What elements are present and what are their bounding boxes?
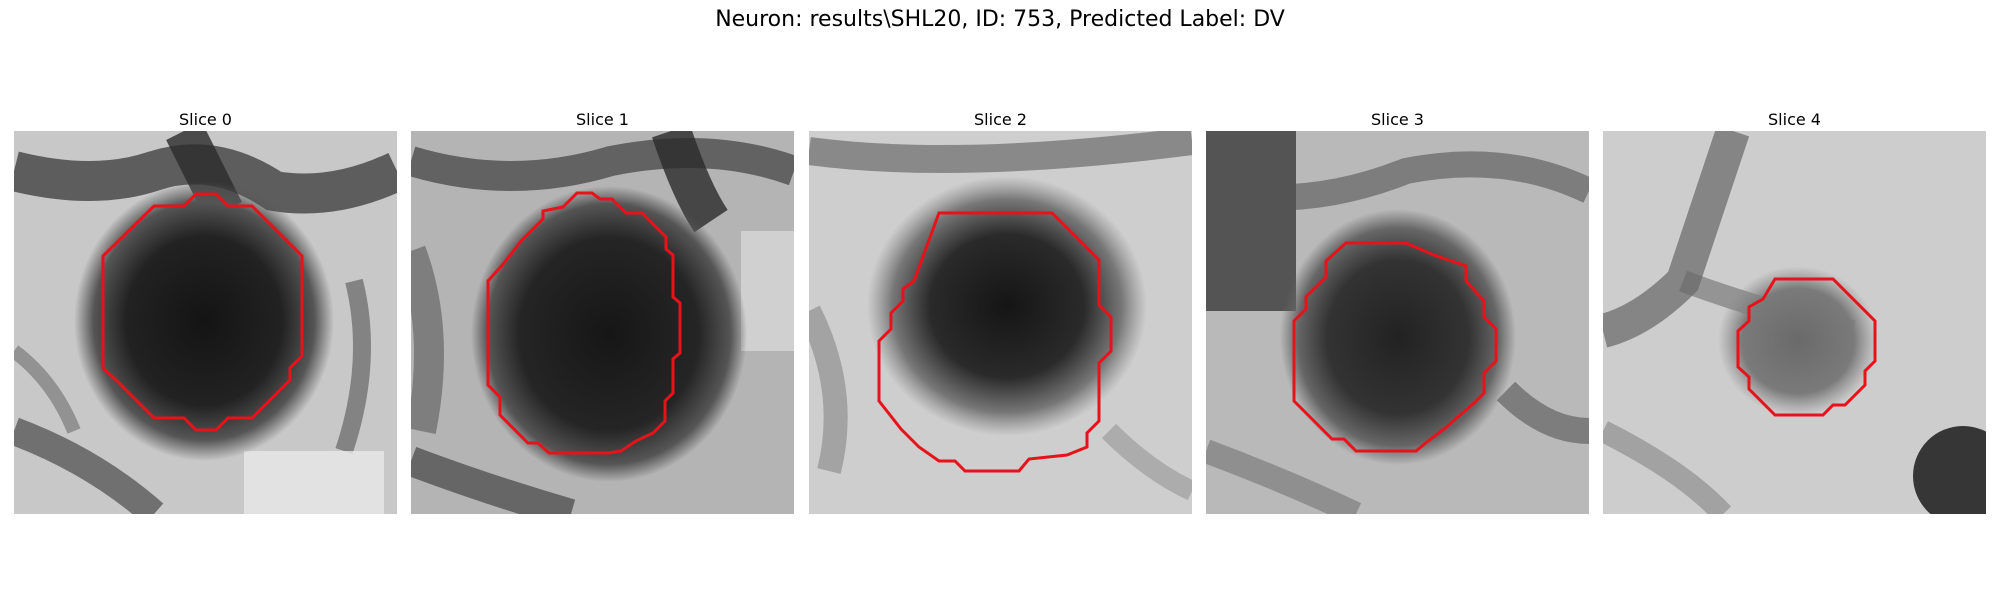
slice-panel-0: Slice 0 [14, 109, 397, 514]
slice-panel-2: Slice 2 [809, 109, 1192, 514]
slice-title-1: Slice 1 [576, 110, 629, 129]
soma-blob [74, 181, 334, 461]
slice-title-2: Slice 2 [974, 110, 1027, 129]
slice-image-3 [1206, 131, 1589, 514]
slice-title-0: Slice 0 [179, 110, 232, 129]
slice-panel-4: Slice 4 [1603, 109, 1986, 514]
slice-panel-3: Slice 3 [1206, 109, 1589, 514]
segmentation-contour-1 [486, 191, 682, 455]
segmentation-contour-3 [1292, 241, 1498, 453]
slice-image-2 [809, 131, 1192, 514]
segmentation-contour-0 [101, 192, 304, 432]
slice-image-0 [14, 131, 397, 514]
slice-image-4 [1603, 131, 1986, 514]
slice-title-3: Slice 3 [1371, 110, 1424, 129]
figure-title: Neuron: results\SHL20, ID: 753, Predicte… [715, 7, 1285, 32]
slice-image-1 [411, 131, 794, 514]
segmentation-contour-2 [877, 211, 1113, 473]
segmentation-contour-4 [1736, 277, 1877, 417]
slice-panel-1: Slice 1 [411, 109, 794, 514]
slice-title-4: Slice 4 [1768, 110, 1821, 129]
